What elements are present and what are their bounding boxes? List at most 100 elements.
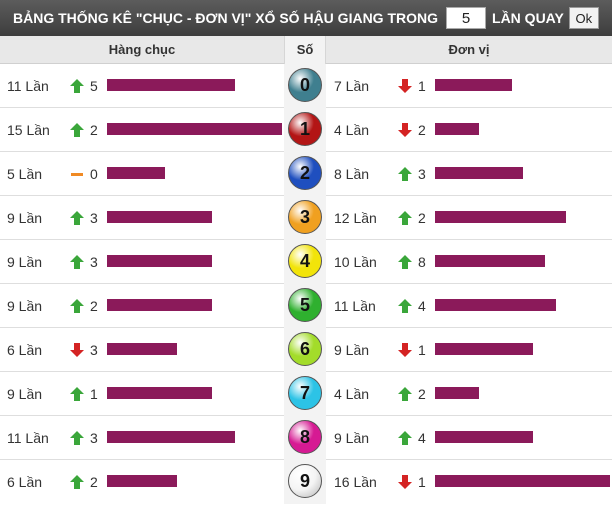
table-row: 11 Lần 5 0 7 Lần 1 bbox=[0, 64, 612, 108]
units-count: 11 Lần bbox=[334, 298, 376, 314]
tens-count: 5 Lần bbox=[7, 166, 43, 182]
trend-up-icon bbox=[398, 299, 412, 313]
table-row: 15 Lần 2 1 4 Lần 2 bbox=[0, 108, 612, 152]
table-row: 9 Lần 3 3 12 Lần 2 bbox=[0, 196, 612, 240]
number-ball: 6 bbox=[288, 332, 322, 366]
number-ball: 2 bbox=[288, 156, 322, 190]
number-ball: 4 bbox=[288, 244, 322, 278]
units-delta: 3 bbox=[418, 166, 426, 182]
trend-flat-icon bbox=[70, 167, 84, 181]
header-tens: Hàng chục bbox=[108, 42, 176, 57]
units-count: 4 Lần bbox=[334, 122, 370, 138]
tens-delta: 3 bbox=[90, 254, 98, 270]
units-delta: 2 bbox=[418, 122, 426, 138]
trend-up-icon bbox=[70, 123, 84, 137]
table-row: 6 Lần 3 6 9 Lần 1 bbox=[0, 328, 612, 372]
ok-button[interactable]: Ok bbox=[568, 7, 599, 29]
units-delta: 4 bbox=[418, 430, 426, 446]
tens-bar bbox=[107, 79, 235, 91]
tens-delta: 3 bbox=[90, 342, 98, 358]
tens-bar bbox=[107, 387, 212, 399]
table-row: 9 Lần 1 7 4 Lần 2 bbox=[0, 372, 612, 416]
units-delta: 8 bbox=[418, 254, 426, 270]
units-delta: 2 bbox=[418, 386, 426, 402]
tens-count: 9 Lần bbox=[7, 254, 43, 270]
tens-bar bbox=[107, 123, 282, 135]
table-row: 9 Lần 3 4 10 Lần 8 bbox=[0, 240, 612, 284]
trend-up-icon bbox=[70, 299, 84, 313]
units-count: 8 Lần bbox=[334, 166, 370, 182]
tens-count: 11 Lần bbox=[7, 78, 49, 94]
tens-delta: 3 bbox=[90, 210, 98, 226]
tens-bar bbox=[107, 211, 212, 223]
units-bar bbox=[435, 343, 533, 355]
units-bar bbox=[435, 475, 610, 487]
trend-down-icon bbox=[398, 123, 412, 137]
tens-count: 6 Lần bbox=[7, 474, 43, 490]
trend-up-icon bbox=[70, 211, 84, 225]
number-ball: 9 bbox=[288, 464, 322, 498]
draw-count-input[interactable] bbox=[446, 7, 487, 29]
tens-bar bbox=[107, 255, 212, 267]
units-bar bbox=[435, 431, 533, 443]
tens-delta: 5 bbox=[90, 78, 98, 94]
trend-up-icon bbox=[398, 167, 412, 181]
units-bar bbox=[435, 123, 479, 135]
table-header: Hàng chục Số Đơn vị bbox=[0, 36, 612, 64]
tens-bar bbox=[107, 299, 212, 311]
tens-bar bbox=[107, 475, 177, 487]
tens-delta: 1 bbox=[90, 386, 98, 402]
tens-delta: 0 bbox=[90, 166, 98, 182]
trend-up-icon bbox=[398, 255, 412, 269]
table-row: 5 Lần 0 2 8 Lần 3 bbox=[0, 152, 612, 196]
stats-table: 11 Lần 5 0 7 Lần 1 15 Lần 2 1 4 Lần 2 5 Lần 0 2 8 Lần… bbox=[0, 64, 612, 504]
number-ball: 1 bbox=[288, 112, 322, 146]
tens-count: 9 Lần bbox=[7, 298, 43, 314]
units-bar bbox=[435, 167, 523, 179]
table-row: 9 Lần 2 5 11 Lần 4 bbox=[0, 284, 612, 328]
units-count: 10 Lần bbox=[334, 254, 377, 270]
tens-count: 6 Lần bbox=[7, 342, 43, 358]
tens-bar bbox=[107, 167, 165, 179]
units-bar bbox=[435, 387, 479, 399]
trend-up-icon bbox=[70, 475, 84, 489]
trend-down-icon bbox=[398, 475, 412, 489]
units-delta: 2 bbox=[418, 210, 426, 226]
header-units: Đơn vị bbox=[448, 42, 490, 57]
trend-up-icon bbox=[70, 387, 84, 401]
trend-up-icon bbox=[398, 387, 412, 401]
number-ball: 3 bbox=[288, 200, 322, 234]
units-bar bbox=[435, 211, 566, 223]
number-ball: 7 bbox=[288, 376, 322, 410]
tens-bar bbox=[107, 343, 177, 355]
units-count: 9 Lần bbox=[334, 342, 370, 358]
number-ball: 8 bbox=[288, 420, 322, 454]
title-suffix: LẦN QUAY bbox=[492, 10, 564, 26]
title-text: BẢNG THỐNG KÊ "CHỤC - ĐƠN VỊ" XỔ SỐ HẬU … bbox=[13, 10, 439, 26]
units-count: 9 Lần bbox=[334, 430, 370, 446]
units-bar bbox=[435, 299, 556, 311]
title-bar: BẢNG THỐNG KÊ "CHỤC - ĐƠN VỊ" XỔ SỐ HẬU … bbox=[0, 0, 612, 36]
number-ball: 0 bbox=[288, 68, 322, 102]
units-delta: 1 bbox=[418, 474, 426, 490]
tens-count: 9 Lần bbox=[7, 386, 43, 402]
table-row: 11 Lần 3 8 9 Lần 4 bbox=[0, 416, 612, 460]
table-row: 6 Lần 2 9 16 Lần 1 bbox=[0, 460, 612, 504]
trend-up-icon bbox=[398, 211, 412, 225]
trend-up-icon bbox=[70, 431, 84, 445]
trend-up-icon bbox=[70, 255, 84, 269]
number-ball: 5 bbox=[288, 288, 322, 322]
units-bar bbox=[435, 79, 512, 91]
tens-delta: 2 bbox=[90, 474, 98, 490]
units-count: 12 Lần bbox=[334, 210, 377, 226]
tens-delta: 2 bbox=[90, 122, 98, 138]
tens-count: 9 Lần bbox=[7, 210, 43, 226]
trend-up-icon bbox=[398, 431, 412, 445]
units-count: 4 Lần bbox=[334, 386, 370, 402]
tens-count: 11 Lần bbox=[7, 430, 49, 446]
units-delta: 1 bbox=[418, 78, 426, 94]
tens-bar bbox=[107, 431, 235, 443]
trend-down-icon bbox=[70, 343, 84, 357]
trend-down-icon bbox=[398, 79, 412, 93]
units-bar bbox=[435, 255, 545, 267]
